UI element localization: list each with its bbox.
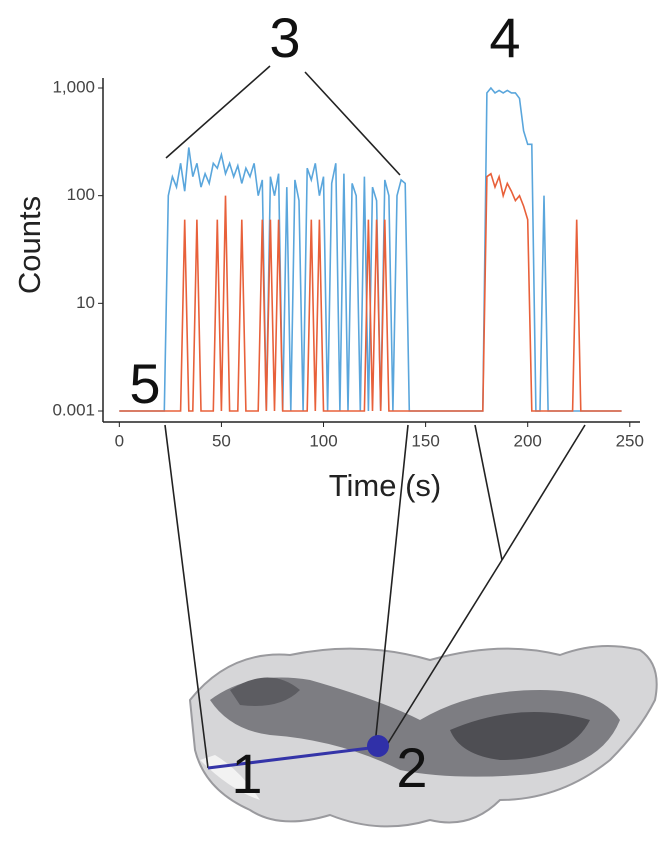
plot: 0.001 10 100 1,000 0 50 100 150 200 250 — [52, 77, 644, 450]
annotation-lines — [164, 65, 586, 770]
y-tick-label: 10 — [76, 293, 95, 312]
y-tick-label: 0.001 — [52, 400, 95, 419]
x-axis-label: Time (s) — [329, 468, 442, 503]
annotation: 3 — [269, 6, 300, 69]
annotation: 1 — [231, 742, 262, 805]
annotation: 4 — [489, 6, 520, 69]
x-tick-label: 250 — [616, 431, 644, 450]
y-axis-label: Counts — [12, 196, 47, 294]
data-line — [119, 86, 622, 412]
x-tick-label: 100 — [309, 431, 337, 450]
data-line — [119, 172, 622, 412]
x-tick-label: 50 — [212, 431, 231, 450]
y-tick-label: 1,000 — [52, 77, 95, 96]
annotation: 2 — [396, 736, 427, 799]
annotation: 5 — [129, 352, 160, 415]
x-tick-label: 0 — [115, 431, 124, 450]
otolith-image — [188, 645, 658, 828]
x-tick-label: 150 — [411, 431, 439, 450]
x-tick-label: 200 — [514, 431, 542, 450]
y-tick-label: 100 — [67, 185, 95, 204]
